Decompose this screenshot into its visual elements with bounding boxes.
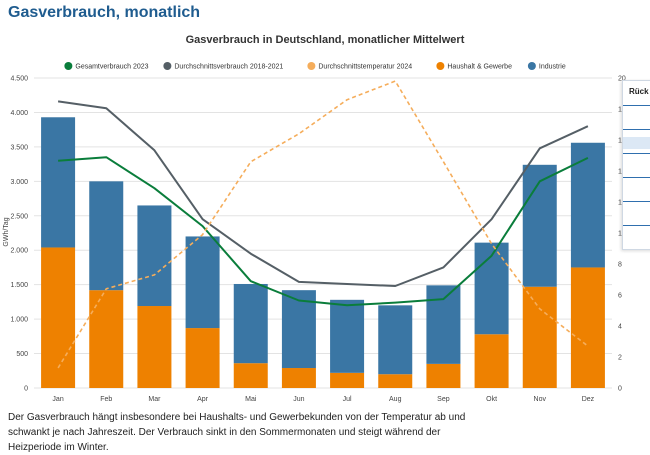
chart-bars xyxy=(41,117,605,388)
legend-marker-haushalt xyxy=(436,62,445,70)
legend-item-label: Durchschnittsverbrauch 2018-2021 xyxy=(174,64,283,71)
chart-grid xyxy=(34,77,612,389)
y-right-tick-label: 4 xyxy=(618,324,622,331)
chart-lines xyxy=(57,80,589,369)
x-tick-label: Apr xyxy=(197,396,209,403)
bar-haushalt-gewerbe xyxy=(185,328,220,388)
chart-title: Gasverbrauch in Deutschland, monatlicher… xyxy=(186,34,465,46)
bar-industrie xyxy=(89,181,124,291)
y-right-tick-label: 14 xyxy=(618,169,626,176)
chart-legend: Gesamtverbrauch 2023 Durchschnittsverbrau… xyxy=(64,62,566,71)
bar-haushalt-gewerbe xyxy=(89,290,124,388)
y-tick-label: 2.500 xyxy=(10,213,28,220)
chart-description: Der Gasverbrauch hängt insbesondere bei … xyxy=(8,412,466,453)
x-tick-label: Dez xyxy=(582,396,595,403)
bar-haushalt-gewerbe xyxy=(41,247,76,388)
x-tick-label: Mar xyxy=(148,396,161,403)
side-panel-row xyxy=(623,153,650,154)
y-tick-label: 0 xyxy=(24,386,28,393)
x-tick-label: Jul xyxy=(343,396,352,403)
bar-haushalt-gewerbe xyxy=(330,372,365,388)
line-durchschnittsverbrauch xyxy=(57,100,589,287)
bar-industrie xyxy=(233,283,268,364)
y-right-tick-label: 2 xyxy=(618,355,622,362)
side-panel-highlight xyxy=(623,137,650,149)
bar-industrie xyxy=(378,305,413,375)
y-tick-label: 500 xyxy=(16,351,28,358)
legend-marker-temperatur xyxy=(307,62,316,70)
legend-item-label: Durchschnittstemperatur 2024 xyxy=(318,64,412,71)
side-panel-row xyxy=(623,177,650,178)
y-right-tick-label: 8 xyxy=(618,262,622,269)
bar-haushalt-gewerbe xyxy=(378,374,413,388)
y-tick-label: 1.500 xyxy=(10,282,28,289)
y-tick-label: 1.000 xyxy=(10,317,28,324)
bar-industrie xyxy=(330,299,365,373)
y-right-tick-label: 20 xyxy=(618,76,626,83)
side-panel-title: Rück xyxy=(629,87,649,96)
bar-industrie xyxy=(41,117,76,248)
bar-industrie xyxy=(137,205,172,307)
bar-industrie xyxy=(281,290,316,369)
x-tick-label: Aug xyxy=(389,396,402,403)
y-right-tick-label: 0 xyxy=(618,386,622,393)
y-tick-label: 2.000 xyxy=(10,248,28,255)
bar-industrie xyxy=(185,236,220,329)
legend-marker-durchschnitt xyxy=(163,62,172,70)
side-panel-row xyxy=(623,201,650,202)
x-tick-label: Sep xyxy=(437,396,450,403)
y-right-tick-label: 12 xyxy=(618,200,626,207)
y-right-tick-label: 18 xyxy=(618,107,626,114)
bar-haushalt-gewerbe xyxy=(137,306,172,388)
y-axis-left: 0 500 1.000 1.500 2.000 2.500 3.000 3.500 4.000 4… xyxy=(10,76,28,393)
bar-haushalt-gewerbe xyxy=(570,267,605,388)
x-tick-label: Jan xyxy=(52,396,63,403)
legend-marker-industrie xyxy=(527,62,536,70)
line-gesamtverbrauch-2023 xyxy=(58,156,589,307)
bar-industrie xyxy=(522,164,557,287)
legend-marker-gesamt xyxy=(64,62,73,70)
bar-haushalt-gewerbe xyxy=(522,286,557,388)
y-tick-label: 4.000 xyxy=(10,110,28,117)
side-panel-row xyxy=(623,225,650,226)
y-axis-right: 0 2 4 6 8 10 12 14 16 18 20 xyxy=(618,76,626,393)
legend-item-label: Industrie xyxy=(539,64,566,71)
bar-industrie xyxy=(426,285,461,364)
legend-item-label: Gesamtverbrauch 2023 xyxy=(75,64,148,71)
bar-haushalt-gewerbe xyxy=(233,363,268,388)
y-right-tick-label: 10 xyxy=(618,231,626,238)
y-tick-label: 4.500 xyxy=(10,76,28,83)
bar-haushalt-gewerbe xyxy=(474,334,509,388)
y-right-tick-label: 16 xyxy=(618,138,626,145)
x-axis: Jan Feb Mar Apr Mai Jun Jul Aug Sep Okt Nov Dez xyxy=(52,396,594,403)
page-title: Gasverbrauch, monatlich xyxy=(8,4,201,21)
x-tick-label: Nov xyxy=(534,396,547,403)
x-tick-label: Okt xyxy=(486,396,497,403)
y-tick-label: 3.500 xyxy=(10,144,28,151)
bar-haushalt-gewerbe xyxy=(426,363,461,388)
legend-item-label: Haushalt & Gewerbe xyxy=(447,64,512,71)
y-tick-label: 3.000 xyxy=(10,179,28,186)
bar-haushalt-gewerbe xyxy=(281,368,316,388)
side-panel-row xyxy=(623,105,650,106)
y-right-tick-label: 6 xyxy=(618,293,622,300)
side-panel-row xyxy=(623,129,650,130)
side-panel[interactable]: Rück xyxy=(622,80,650,250)
bar-industrie xyxy=(570,142,605,268)
x-tick-label: Mai xyxy=(245,396,257,403)
x-tick-label: Feb xyxy=(100,396,112,403)
y-axis-label: GWh/Tag xyxy=(3,217,10,246)
x-tick-label: Jun xyxy=(293,396,304,403)
line-durchschnittstemperatur xyxy=(57,80,589,369)
chart: Gasverbrauch in Deutschland, monatlicher… xyxy=(3,34,640,403)
